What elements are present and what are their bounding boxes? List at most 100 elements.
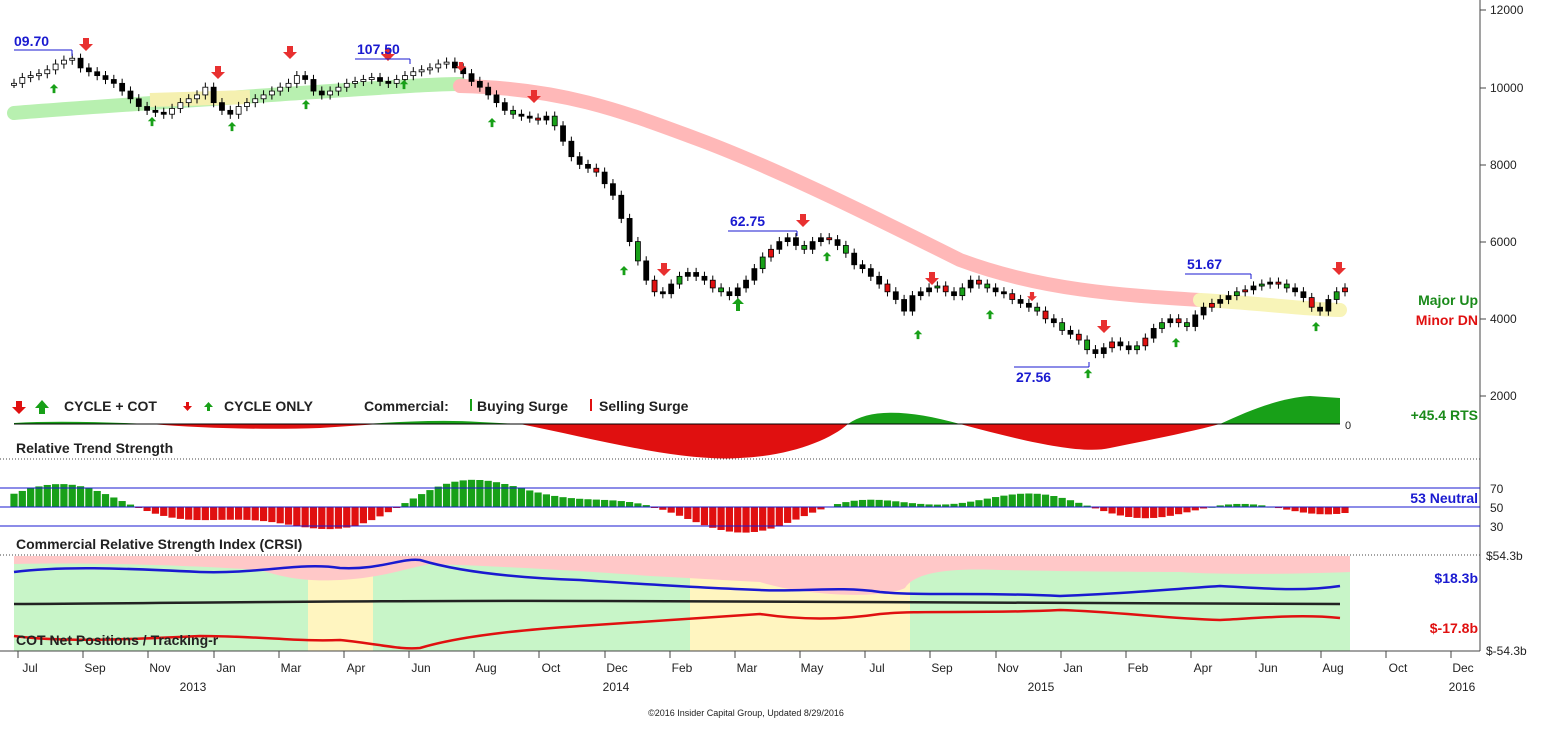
crsi-bar bbox=[742, 507, 750, 533]
crsi-bar bbox=[1075, 502, 1083, 507]
rts-negative-area bbox=[520, 424, 848, 459]
candle-body bbox=[1167, 318, 1174, 324]
candle-body bbox=[302, 75, 309, 80]
crsi-bar bbox=[492, 482, 501, 507]
month-label: Mar bbox=[281, 661, 302, 675]
trend-band-up bbox=[7, 77, 467, 120]
cot-axis: $54.3b $-54.3b bbox=[1486, 549, 1527, 658]
candle-body bbox=[1325, 299, 1332, 312]
crsi-bar bbox=[1141, 507, 1149, 519]
up-arrow-icon bbox=[399, 80, 409, 90]
crsi-bar bbox=[933, 504, 941, 507]
candle-body bbox=[734, 287, 741, 297]
crsi-bar bbox=[1041, 494, 1050, 507]
annotation-high-3: 62.75 bbox=[730, 213, 765, 229]
cot-panel-title: COT Net Positions / Tracking-r bbox=[16, 632, 219, 648]
month-label: Oct bbox=[542, 661, 561, 675]
candle-body bbox=[1150, 328, 1157, 339]
candle-body bbox=[751, 268, 758, 281]
candle-body bbox=[560, 125, 566, 142]
crsi-bar bbox=[734, 507, 742, 533]
crsi-bar bbox=[1283, 507, 1291, 510]
crsi-bar bbox=[609, 500, 617, 507]
candle-body bbox=[1125, 345, 1132, 351]
candle-body bbox=[1142, 337, 1149, 347]
crsi-bar bbox=[268, 507, 276, 523]
month-label: Feb bbox=[1128, 661, 1149, 675]
crsi-bar bbox=[126, 504, 135, 507]
candle-body bbox=[1292, 287, 1298, 293]
candle-body bbox=[909, 295, 916, 312]
candle-body bbox=[1009, 293, 1016, 300]
crsi-bar bbox=[27, 488, 35, 507]
up-arrow-icon bbox=[147, 117, 157, 127]
crsi-bar bbox=[409, 498, 417, 507]
candle-body bbox=[94, 71, 101, 77]
crsi-bar bbox=[1199, 507, 1208, 509]
up-arrow-icon bbox=[227, 122, 237, 132]
crsi-bar bbox=[143, 507, 151, 512]
crsi-bar bbox=[1233, 503, 1241, 507]
month-label: Apr bbox=[347, 661, 366, 675]
legend-cycle-only: CYCLE ONLY bbox=[224, 398, 314, 414]
candle-body bbox=[1059, 322, 1066, 331]
candle-body bbox=[385, 81, 392, 84]
y-tick-12000: 12000 bbox=[1490, 3, 1524, 17]
candle-body bbox=[1242, 289, 1249, 293]
y-tick-8000: 8000 bbox=[1490, 158, 1517, 172]
year-label: 2016 bbox=[1449, 680, 1476, 694]
month-label: Nov bbox=[149, 661, 170, 675]
rts-panel-title: Relative Trend Strength bbox=[16, 440, 173, 456]
crsi-bar bbox=[634, 503, 642, 507]
crsi-bar bbox=[501, 483, 509, 507]
candle-body bbox=[1050, 318, 1057, 324]
crsi-bar bbox=[1299, 507, 1308, 513]
crsi-bar bbox=[1150, 507, 1158, 518]
candle-body bbox=[1042, 310, 1049, 320]
candle-body bbox=[343, 82, 350, 88]
down-arrow-icon bbox=[456, 62, 466, 72]
candle-body bbox=[1317, 306, 1323, 312]
down-arrow-icon bbox=[381, 48, 395, 61]
crsi-bar bbox=[817, 507, 825, 510]
candle-body bbox=[127, 90, 134, 100]
crsi-bar bbox=[235, 507, 243, 520]
crsi-bar bbox=[1241, 503, 1249, 507]
crsi-bar bbox=[617, 501, 625, 507]
y-tick-6000: 6000 bbox=[1490, 235, 1517, 249]
legend-cycle-cot: CYCLE + COT bbox=[64, 398, 157, 414]
crsi-bar bbox=[1249, 504, 1258, 507]
candle-body bbox=[227, 109, 234, 115]
crsi-bar bbox=[1058, 497, 1066, 507]
crsi-bar bbox=[551, 495, 559, 507]
month-label: Feb bbox=[672, 661, 693, 675]
crsi-bar bbox=[301, 507, 309, 528]
candle-body bbox=[1025, 302, 1032, 308]
candle-body bbox=[601, 171, 608, 185]
candle-body bbox=[984, 283, 991, 289]
candle-body bbox=[668, 283, 675, 295]
crsi-tick-70: 70 bbox=[1490, 482, 1504, 496]
footer-copyright: ©2016 Insider Capital Group, Updated 8/2… bbox=[648, 708, 844, 718]
crsi-bar bbox=[218, 507, 226, 520]
candle-body bbox=[917, 291, 924, 297]
candle-body bbox=[202, 86, 209, 96]
cot-tick-top: $54.3b bbox=[1486, 549, 1523, 563]
candle-body bbox=[1233, 291, 1240, 297]
crsi-bar bbox=[484, 480, 492, 507]
crsi-bar bbox=[201, 507, 209, 521]
crsi-bar bbox=[917, 503, 925, 507]
crsi-bar bbox=[251, 507, 259, 521]
candle-body bbox=[1117, 341, 1124, 347]
month-label: Jul bbox=[22, 661, 37, 675]
candle-body bbox=[1225, 295, 1232, 300]
commercial-line bbox=[13, 558, 1341, 598]
candle-body bbox=[1159, 322, 1165, 329]
month-label: Dec bbox=[606, 661, 627, 675]
crsi-bar bbox=[276, 507, 284, 524]
candle-body bbox=[1075, 333, 1082, 341]
candle-body bbox=[377, 77, 383, 82]
crsi-bar bbox=[118, 501, 126, 507]
crsi-bar bbox=[1025, 493, 1033, 507]
